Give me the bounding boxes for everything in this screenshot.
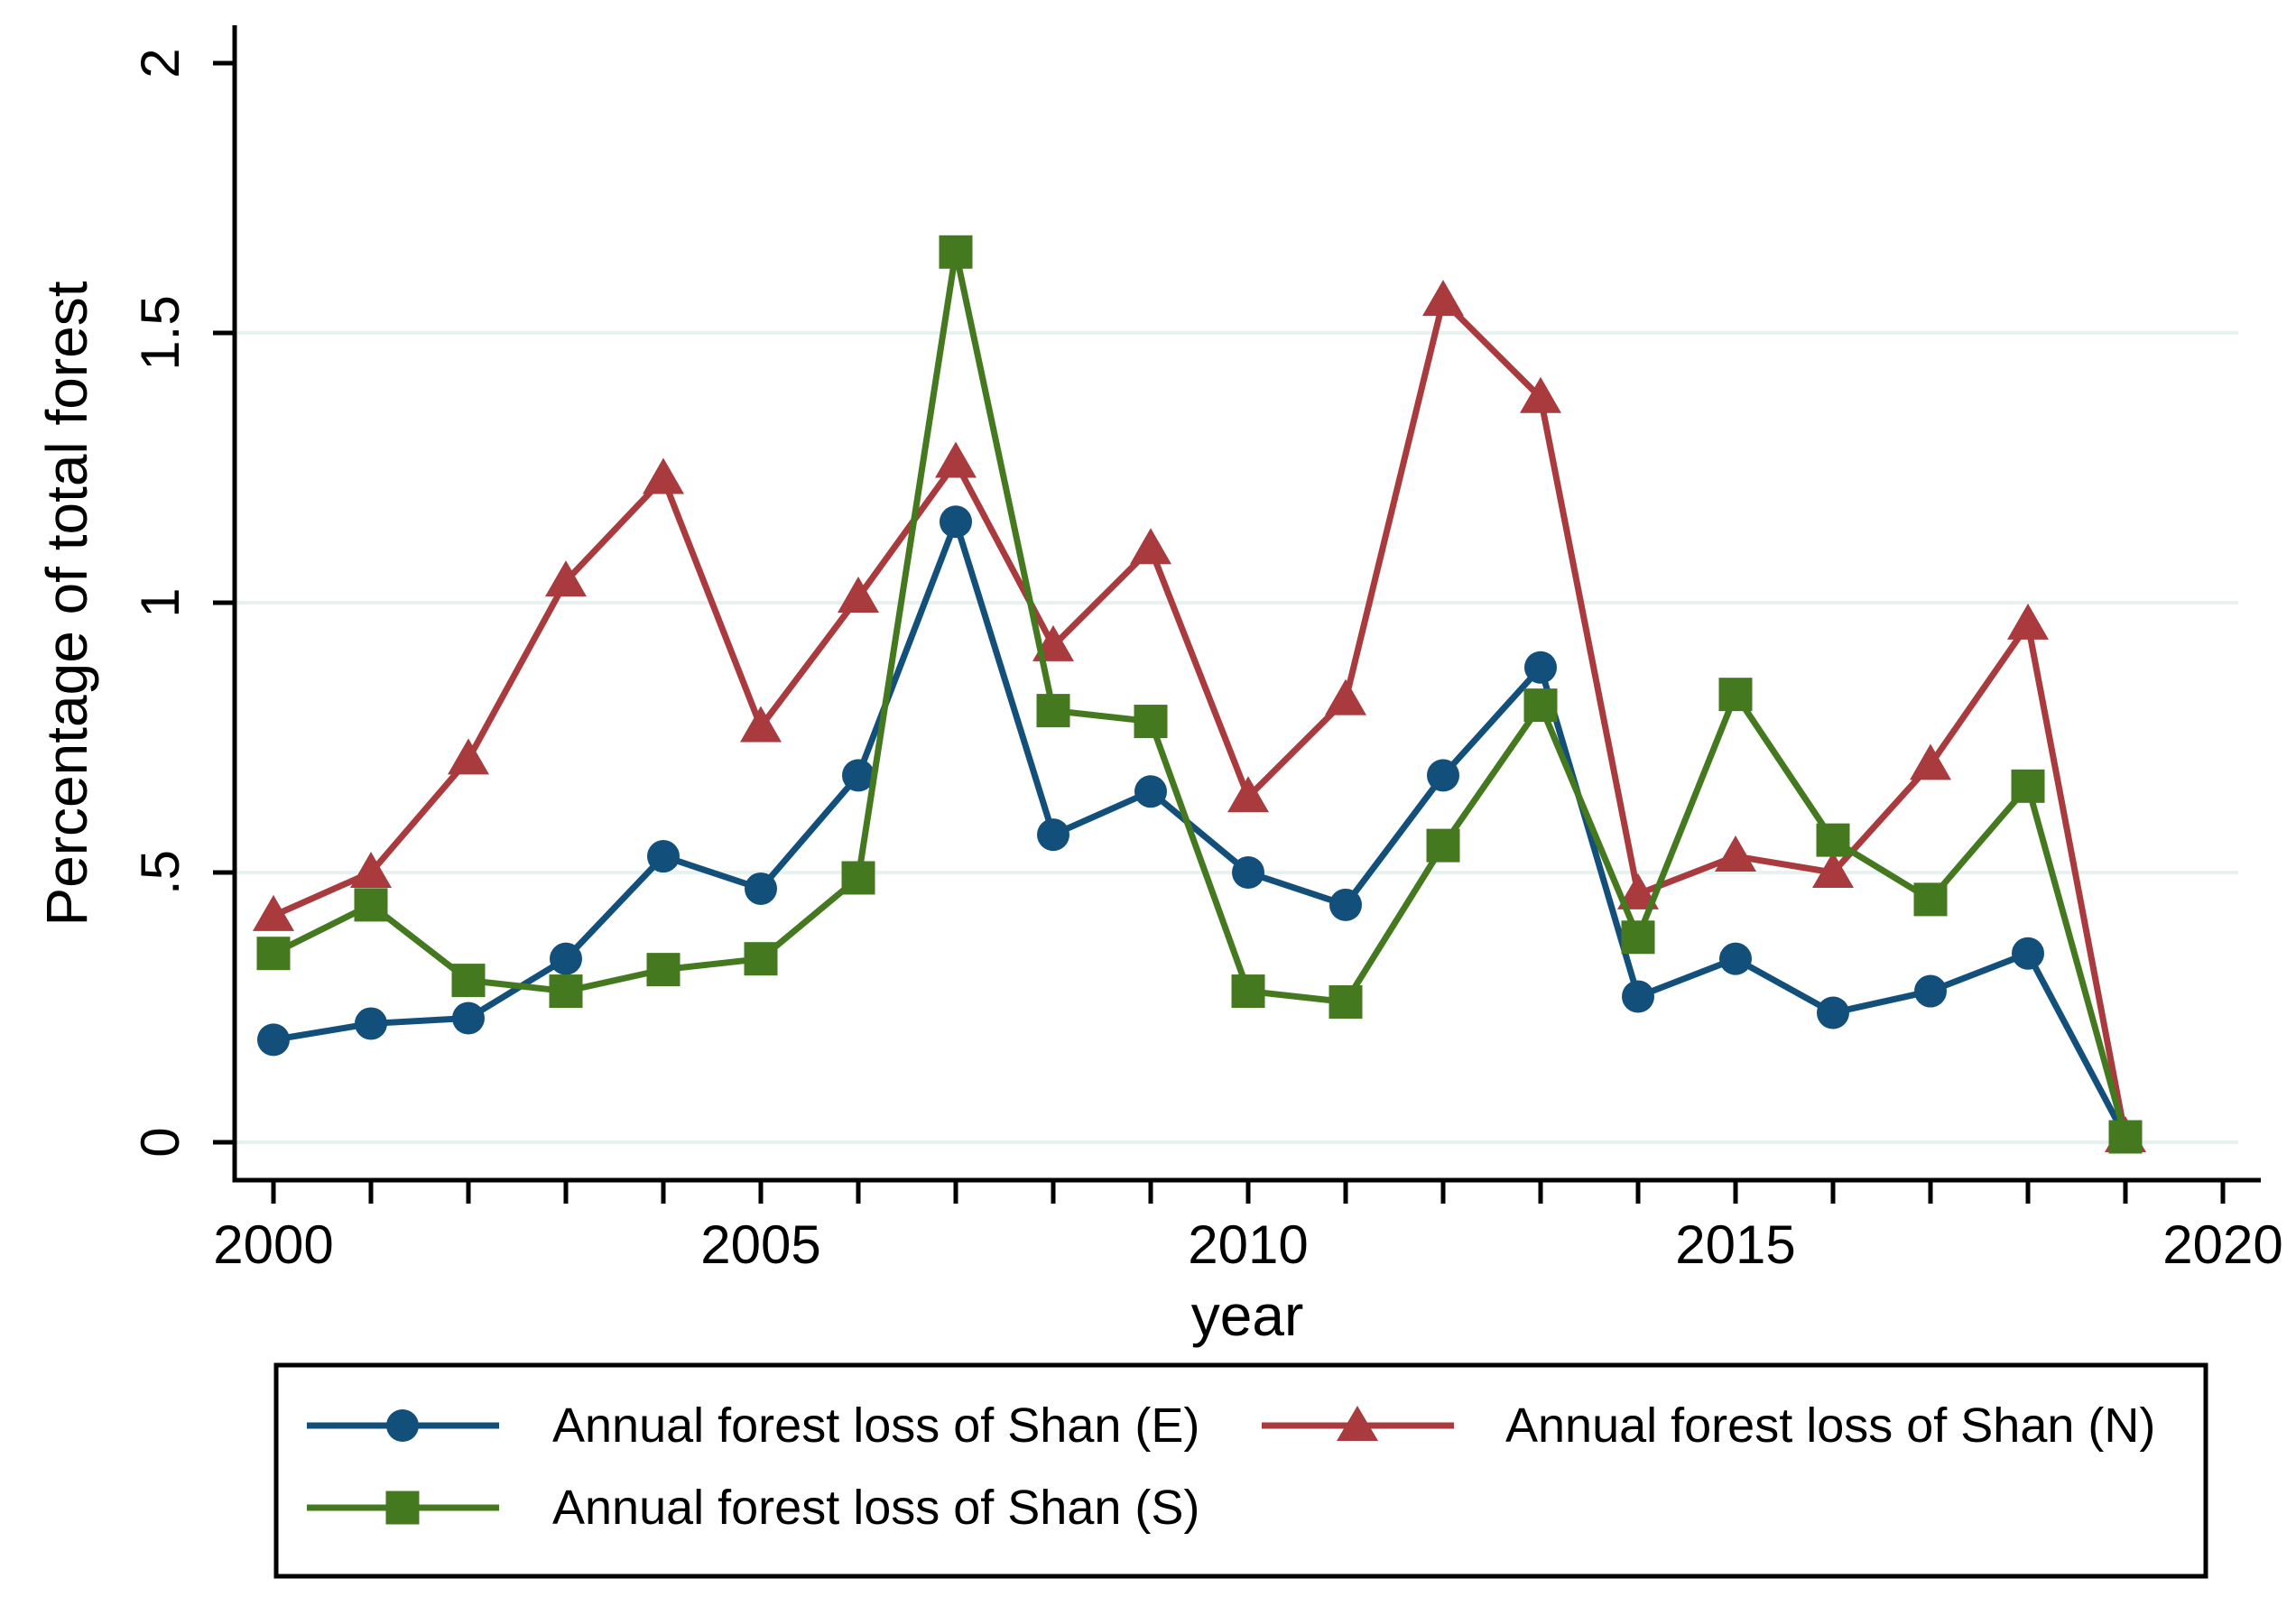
series-n bbox=[253, 280, 2146, 1153]
series-s bbox=[256, 235, 2143, 1154]
data-point-marker bbox=[1134, 705, 1168, 739]
y-axis-title: Percentage of total forest bbox=[34, 281, 99, 926]
y-ticks bbox=[213, 60, 235, 1145]
series-line bbox=[272, 297, 2129, 1138]
data-point-marker bbox=[1227, 776, 1269, 813]
legend-triangle-marker-icon bbox=[1337, 1406, 1378, 1441]
x-axis-title: year bbox=[1191, 1283, 1304, 1348]
x-ticks bbox=[271, 1180, 2226, 1204]
series-layer bbox=[253, 235, 2146, 1154]
y-tick-label: 0 bbox=[130, 1127, 190, 1157]
data-point-marker bbox=[2007, 603, 2049, 640]
data-point-marker bbox=[1232, 856, 1264, 889]
gridlines bbox=[235, 331, 2238, 1144]
legend-entry-shan-e: Annual forest loss of Shan (E) bbox=[307, 1399, 1199, 1453]
data-point-marker bbox=[1812, 852, 1854, 888]
x-tick-label: 2015 bbox=[1675, 1214, 1795, 1275]
data-point-marker bbox=[1910, 743, 1951, 780]
data-point-marker bbox=[1523, 688, 1558, 723]
data-point-marker bbox=[1719, 942, 1752, 975]
data-point-marker bbox=[744, 942, 778, 976]
legend-label-shan-e: Annual forest loss of Shan (E) bbox=[552, 1399, 1199, 1453]
series-e bbox=[257, 505, 2142, 1154]
data-point-marker bbox=[841, 861, 875, 895]
data-point-marker bbox=[355, 1007, 387, 1040]
data-point-marker bbox=[1913, 882, 1948, 917]
y-tick-label: 1 bbox=[130, 587, 190, 617]
data-point-marker bbox=[1914, 974, 1947, 1008]
y-tick-label: 2 bbox=[130, 48, 190, 78]
data-point-marker bbox=[1718, 678, 1753, 712]
x-tick-label: 2005 bbox=[700, 1214, 820, 1275]
y-tick-label: 1.5 bbox=[130, 295, 190, 370]
data-point-marker bbox=[646, 953, 680, 987]
data-point-marker bbox=[1427, 759, 1459, 792]
data-point-marker bbox=[1037, 818, 1069, 852]
data-point-marker bbox=[1036, 694, 1070, 728]
legend-label-shan-n: Annual forest loss of Shan (N) bbox=[1505, 1399, 2155, 1453]
x-tick-label: 2000 bbox=[213, 1214, 333, 1275]
data-point-marker bbox=[1617, 872, 1659, 909]
data-point-marker bbox=[740, 706, 782, 743]
data-point-marker bbox=[1325, 678, 1366, 715]
legend-label-shan-s: Annual forest loss of Shan (S) bbox=[552, 1481, 1199, 1535]
data-point-marker bbox=[2012, 937, 2044, 970]
data-point-marker bbox=[838, 577, 879, 614]
data-point-marker bbox=[1329, 888, 1362, 921]
y-tick-labels: 0 .5 1 1.5 2 bbox=[130, 48, 190, 1157]
data-point-marker bbox=[2011, 769, 2045, 803]
data-point-marker bbox=[1329, 985, 1363, 1020]
data-point-marker bbox=[549, 974, 583, 1009]
legend-box bbox=[273, 1362, 2208, 1579]
data-point-marker bbox=[253, 894, 294, 931]
data-point-marker bbox=[1130, 528, 1171, 565]
data-point-marker bbox=[1622, 980, 1654, 1013]
data-point-marker bbox=[1715, 835, 1756, 872]
data-point-marker bbox=[452, 1002, 485, 1035]
x-tick-label: 2020 bbox=[2162, 1214, 2282, 1275]
data-point-marker bbox=[842, 759, 875, 792]
data-point-marker bbox=[647, 840, 680, 873]
data-point-marker bbox=[1524, 651, 1557, 684]
data-point-marker bbox=[1816, 823, 1850, 857]
legend-square-marker-icon bbox=[385, 1491, 420, 1525]
legend-entry-shan-s: Annual forest loss of Shan (S) bbox=[307, 1481, 1199, 1535]
data-point-marker bbox=[545, 560, 587, 597]
data-point-marker bbox=[257, 1023, 290, 1057]
data-point-marker bbox=[2108, 1120, 2143, 1154]
data-point-marker bbox=[643, 457, 684, 494]
data-point-marker bbox=[550, 942, 582, 975]
data-point-marker bbox=[935, 441, 977, 478]
data-point-marker bbox=[256, 937, 291, 971]
data-point-marker bbox=[745, 872, 777, 905]
data-point-marker bbox=[1817, 996, 1849, 1029]
data-point-marker bbox=[1231, 974, 1265, 1009]
legend: Annual forest loss of Shan (E) Annual fo… bbox=[273, 1362, 2208, 1579]
data-point-marker bbox=[451, 964, 486, 998]
x-tick-labels: 2000 2005 2010 2015 2020 bbox=[213, 1214, 2282, 1275]
legend-entry-shan-n: Annual forest loss of Shan (N) bbox=[1262, 1399, 2155, 1453]
data-point-marker bbox=[448, 738, 489, 775]
data-point-marker bbox=[354, 888, 388, 922]
data-point-marker bbox=[1520, 376, 1561, 413]
data-point-marker bbox=[940, 505, 972, 539]
data-point-marker bbox=[1422, 280, 1464, 317]
data-point-marker bbox=[350, 852, 392, 888]
data-point-marker bbox=[1134, 775, 1167, 808]
y-tick-label: .5 bbox=[130, 850, 190, 895]
legend-circle-marker-icon bbox=[386, 1409, 419, 1442]
data-point-marker bbox=[1426, 828, 1460, 863]
x-tick-label: 2010 bbox=[1188, 1214, 1308, 1275]
data-point-marker bbox=[1621, 920, 1655, 955]
data-point-marker bbox=[939, 235, 973, 269]
series-line bbox=[273, 518, 2129, 1139]
